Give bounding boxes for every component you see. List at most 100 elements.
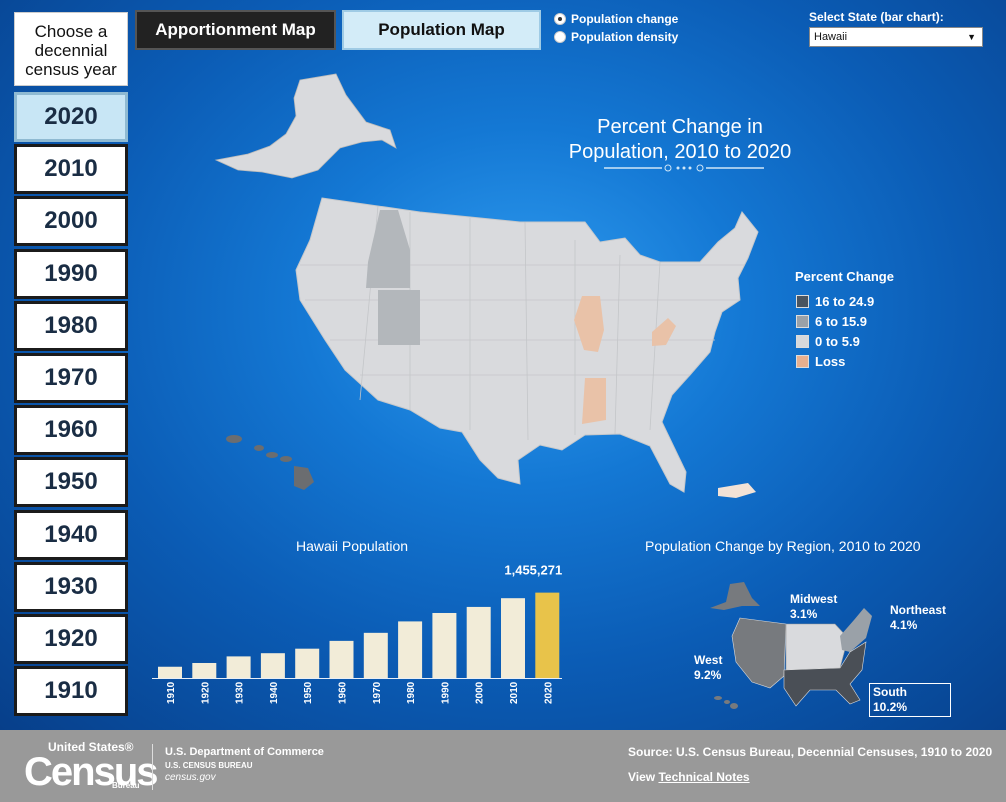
- year-button-1950[interactable]: 1950: [14, 457, 128, 508]
- region-west-alaska[interactable]: [710, 582, 760, 610]
- region-northeast[interactable]: [840, 608, 872, 652]
- x-tick-label: 1970: [372, 681, 383, 704]
- footer: United States® Census Bureau U.S. Depart…: [0, 730, 1006, 802]
- region-midwest[interactable]: [785, 623, 849, 671]
- year-button-2000[interactable]: 2000: [14, 196, 128, 247]
- title-ornament-icon: [604, 164, 764, 172]
- technical-notes-link[interactable]: Technical Notes: [658, 770, 750, 784]
- map-title-line2: Population, 2010 to 2020: [568, 141, 792, 163]
- footer-view-prefix: View: [628, 770, 659, 784]
- radio-population-density-label: Population density: [571, 30, 679, 44]
- state-select-dropdown[interactable]: Hawaii ▼: [809, 27, 983, 47]
- legend-title: Percent Change: [795, 269, 894, 284]
- year-button-1920[interactable]: 1920: [14, 614, 128, 664]
- bar-1960[interactable]: [329, 640, 354, 678]
- year-button-1910[interactable]: 1910: [14, 666, 128, 717]
- region-name: Midwest: [790, 592, 838, 606]
- legend-item: 16 to 24.9: [796, 294, 874, 309]
- legend-label: Loss: [815, 354, 846, 369]
- legend-swatch: [796, 335, 809, 348]
- x-tick-label: 1930: [235, 681, 246, 704]
- population-map-button[interactable]: Population Map: [342, 10, 541, 50]
- map-title: Percent Change in Population, 2010 to 20…: [560, 115, 800, 165]
- x-tick-label: 1940: [269, 681, 280, 704]
- legend-label: 6 to 15.9: [815, 314, 868, 329]
- census-logo-top: United States®: [48, 740, 134, 754]
- year-button-1970[interactable]: 1970: [14, 353, 128, 403]
- bar-2000[interactable]: [466, 606, 491, 678]
- data-label-2020: 1,455,271: [504, 563, 562, 578]
- x-tick-label: 1960: [338, 681, 349, 704]
- year-button-1930[interactable]: 1930: [14, 561, 128, 612]
- year-button-1980[interactable]: 1980: [14, 300, 128, 351]
- x-tick-label: 1950: [303, 681, 314, 704]
- radio-selected-icon[interactable]: [554, 13, 566, 25]
- state-select-label: Select State (bar chart):: [809, 10, 944, 24]
- x-tick-label: 1990: [440, 681, 451, 704]
- legend-label: 16 to 24.9: [815, 294, 875, 309]
- region-label-midwest: Midwest 3.1%: [790, 592, 837, 622]
- territory-puerto-rico[interactable]: [718, 483, 756, 498]
- chart-title: Hawaii Population: [296, 538, 409, 554]
- x-tick-label: 2010: [509, 681, 520, 704]
- state-mississippi[interactable]: [582, 378, 606, 424]
- map-title-line1: Percent Change in: [597, 116, 763, 138]
- state-alaska[interactable]: [214, 73, 397, 179]
- legend-item: 0 to 5.9: [796, 334, 860, 349]
- footer-source: Source: U.S. Census Bureau, Decennial Ce…: [628, 745, 993, 759]
- region-map: [710, 582, 872, 709]
- bar-1950[interactable]: [295, 648, 320, 678]
- region-name: West: [694, 653, 723, 667]
- radio-population-change[interactable]: Population change: [554, 12, 678, 26]
- region-name: South: [873, 685, 907, 699]
- state-illinois[interactable]: [574, 296, 604, 352]
- year-button-1960[interactable]: 1960: [14, 405, 128, 456]
- radio-population-density[interactable]: Population density: [554, 30, 678, 44]
- year-button-1990[interactable]: 1990: [14, 248, 128, 299]
- census-logo[interactable]: Census: [24, 750, 158, 794]
- year-button-1940[interactable]: 1940: [14, 509, 128, 560]
- hawaii-population-chart: 1910 1920 1930 1940 1950 1960 1970 1980 1990 2000…: [152, 563, 562, 704]
- bar-1980[interactable]: [398, 621, 423, 678]
- radio-population-change-label: Population change: [571, 12, 679, 26]
- bar-1940[interactable]: [260, 653, 285, 678]
- region-south[interactable]: [783, 641, 867, 707]
- bar-1930[interactable]: [226, 656, 251, 678]
- legend-item: 6 to 15.9: [796, 314, 867, 329]
- x-tick-label: 1980: [406, 681, 417, 704]
- x-tick-label: 1910: [166, 681, 177, 704]
- us-map: [214, 73, 759, 498]
- region-value: 10.2%: [873, 700, 908, 714]
- region-name: Northeast: [890, 603, 947, 617]
- year-button-2010[interactable]: 2010: [14, 144, 128, 195]
- census-logo-sub: Bureau: [112, 781, 140, 790]
- bar-1910[interactable]: [158, 666, 182, 678]
- legend-item: Loss: [796, 354, 845, 369]
- state-utah[interactable]: [378, 290, 420, 345]
- footer-department: U.S. Department of Commerce: [165, 746, 324, 758]
- bar-2010[interactable]: [501, 598, 525, 678]
- legend-swatch: [796, 295, 809, 308]
- bar-1990[interactable]: [432, 612, 457, 678]
- footer-site-link[interactable]: census.gov: [165, 772, 216, 783]
- bar-1970[interactable]: [363, 632, 388, 678]
- chevron-down-icon[interactable]: ▼: [967, 32, 976, 42]
- footer-divider: [152, 744, 153, 790]
- year-button-2020[interactable]: 2020: [14, 92, 128, 142]
- region-value: 9.2%: [694, 668, 722, 682]
- state-idaho[interactable]: [366, 210, 410, 288]
- year-picker-heading: Choose a decennial census year: [14, 12, 128, 86]
- region-west[interactable]: [731, 617, 787, 689]
- region-label-northeast: Northeast 4.1%: [890, 603, 946, 633]
- state-hawaii[interactable]: [226, 435, 314, 490]
- region-label-south: South 10.2%: [869, 683, 951, 717]
- x-tick-label: 2000: [475, 681, 486, 704]
- bar-2020[interactable]: [535, 592, 560, 678]
- region-west-hawaii[interactable]: [714, 696, 738, 709]
- state-select-value: Hawaii: [814, 31, 848, 43]
- state-west-virginia[interactable]: [652, 318, 676, 346]
- radio-unselected-icon[interactable]: [554, 31, 566, 43]
- bar-1920[interactable]: [192, 662, 217, 678]
- footer-bureau: U.S. CENSUS BUREAU: [165, 761, 253, 770]
- apportionment-map-button[interactable]: Apportionment Map: [135, 10, 336, 50]
